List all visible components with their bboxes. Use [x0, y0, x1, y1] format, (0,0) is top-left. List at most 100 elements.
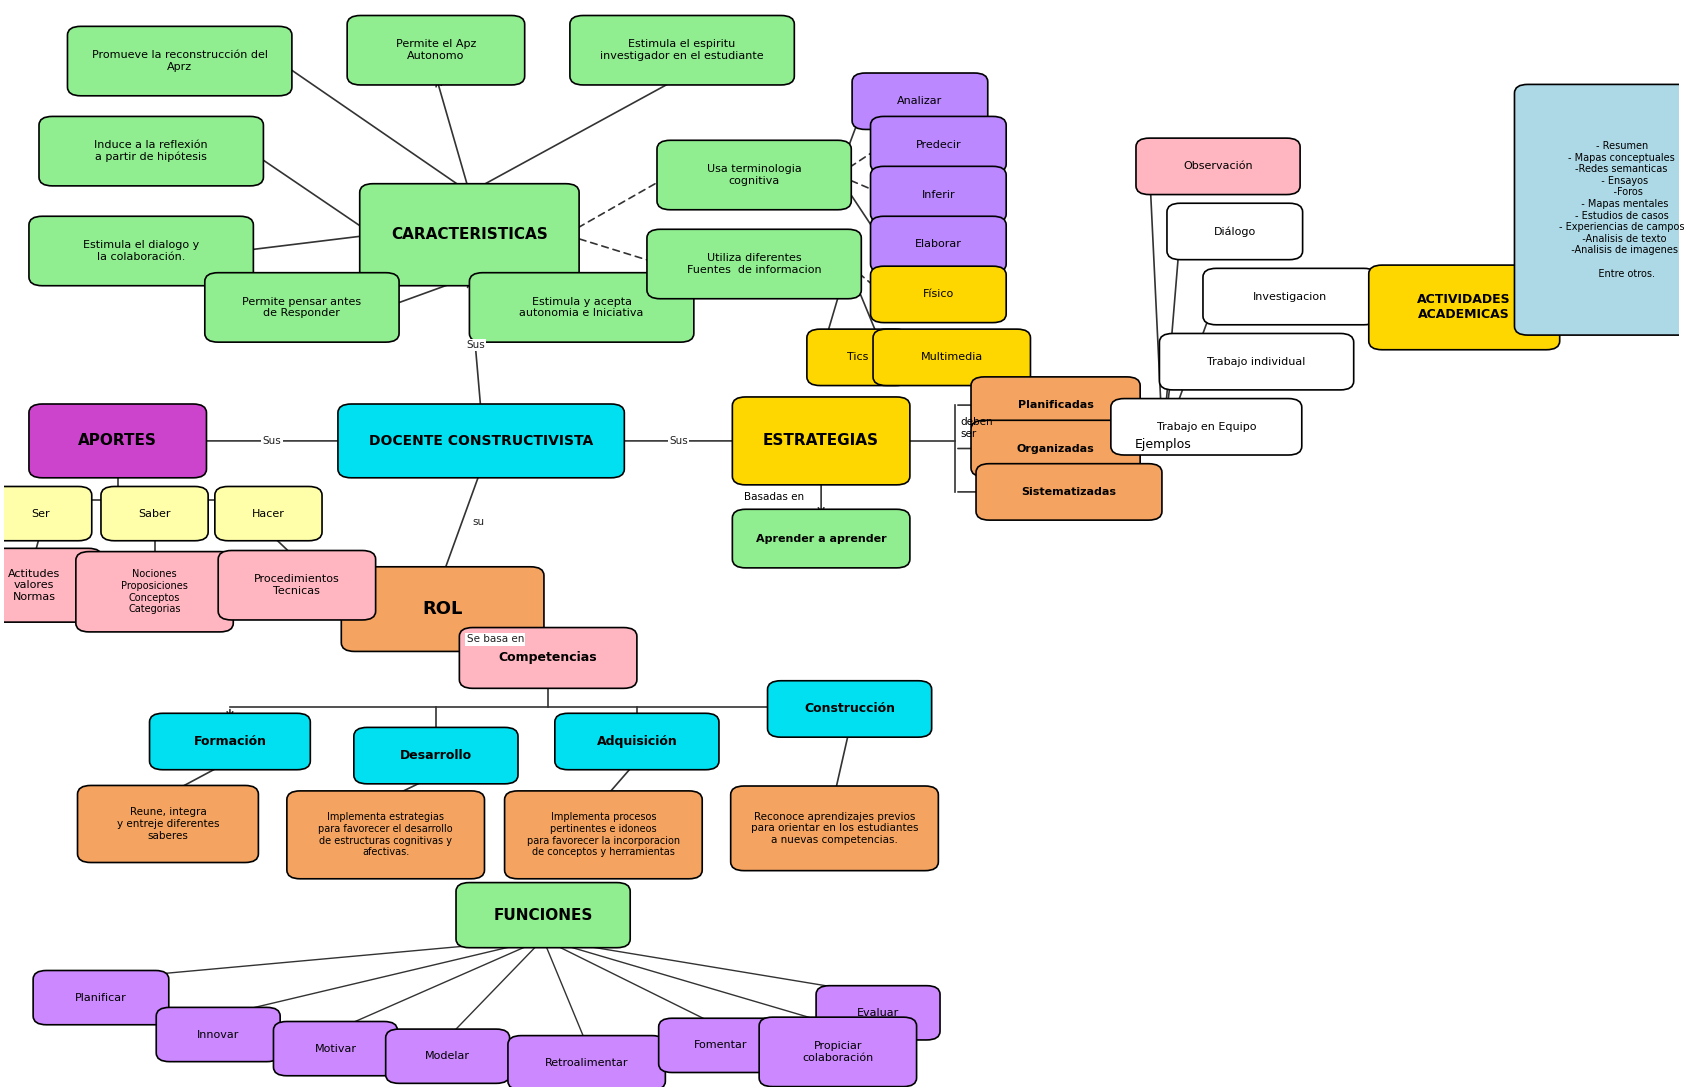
FancyBboxPatch shape — [34, 970, 168, 1025]
FancyBboxPatch shape — [78, 786, 258, 863]
Text: Organizadas: Organizadas — [1017, 444, 1095, 454]
FancyBboxPatch shape — [657, 140, 851, 210]
Text: Promueve la reconstrucción del
Aprz: Promueve la reconstrucción del Aprz — [92, 50, 268, 72]
FancyBboxPatch shape — [647, 230, 861, 299]
FancyBboxPatch shape — [976, 463, 1161, 520]
FancyBboxPatch shape — [659, 1018, 783, 1073]
Text: Planificar: Planificar — [75, 992, 127, 1003]
Text: Actitudes
valores
Normas: Actitudes valores Normas — [8, 569, 59, 602]
Text: Permite pensar antes
de Responder: Permite pensar antes de Responder — [243, 297, 362, 318]
FancyBboxPatch shape — [1202, 269, 1377, 325]
FancyBboxPatch shape — [971, 376, 1139, 433]
FancyBboxPatch shape — [205, 273, 399, 342]
FancyBboxPatch shape — [100, 486, 209, 541]
Text: Permite el Apz
Autonomo: Permite el Apz Autonomo — [396, 39, 475, 61]
FancyBboxPatch shape — [457, 882, 630, 948]
FancyBboxPatch shape — [149, 714, 311, 769]
FancyBboxPatch shape — [68, 26, 292, 96]
FancyBboxPatch shape — [1167, 203, 1302, 260]
FancyBboxPatch shape — [385, 1029, 509, 1084]
FancyBboxPatch shape — [338, 404, 625, 478]
Text: APORTES: APORTES — [78, 433, 158, 448]
Text: Físico: Físico — [922, 289, 954, 299]
FancyBboxPatch shape — [508, 1036, 666, 1088]
Text: Ejemplos: Ejemplos — [1134, 437, 1192, 450]
Text: Sus: Sus — [669, 436, 688, 446]
Text: ESTRATEGIAS: ESTRATEGIAS — [762, 433, 880, 448]
Text: Fomentar: Fomentar — [694, 1040, 747, 1050]
Text: Modelar: Modelar — [424, 1051, 470, 1061]
FancyBboxPatch shape — [0, 486, 92, 541]
FancyBboxPatch shape — [730, 786, 939, 870]
FancyBboxPatch shape — [346, 15, 525, 85]
FancyBboxPatch shape — [76, 552, 233, 632]
Text: Formación: Formación — [194, 735, 267, 749]
Text: Aprender a aprender: Aprender a aprender — [756, 533, 886, 544]
Text: Construcción: Construcción — [805, 703, 895, 716]
FancyBboxPatch shape — [0, 548, 102, 622]
Text: Propiciar
colaboración: Propiciar colaboración — [801, 1041, 873, 1063]
Text: Saber: Saber — [138, 508, 171, 519]
FancyBboxPatch shape — [216, 486, 323, 541]
Text: Predecir: Predecir — [915, 139, 961, 150]
Text: Adquisición: Adquisición — [596, 735, 678, 749]
FancyBboxPatch shape — [1136, 138, 1301, 195]
Text: CARACTERISTICAS: CARACTERISTICAS — [391, 227, 548, 243]
FancyBboxPatch shape — [1110, 398, 1302, 455]
Text: FUNCIONES: FUNCIONES — [494, 907, 593, 923]
Text: - Resumen
- Mapas conceptuales
-Redes semanticas
  - Ensayos
    -Foros
  - Mapa: - Resumen - Mapas conceptuales -Redes se… — [1559, 141, 1684, 279]
Text: Se basa en: Se basa en — [467, 634, 525, 644]
FancyBboxPatch shape — [971, 420, 1139, 477]
FancyBboxPatch shape — [871, 267, 1007, 323]
FancyBboxPatch shape — [1369, 265, 1560, 349]
Text: Basadas en: Basadas en — [744, 492, 805, 502]
FancyBboxPatch shape — [571, 15, 795, 85]
Text: Sistematizadas: Sistematizadas — [1022, 487, 1117, 497]
Text: Procedimientos
Tecnicas: Procedimientos Tecnicas — [255, 574, 340, 596]
FancyBboxPatch shape — [156, 1007, 280, 1062]
Text: Induce a la reflexión
a partir de hipótesis: Induce a la reflexión a partir de hipóte… — [95, 140, 209, 162]
Text: Usa terminologia
cognitiva: Usa terminologia cognitiva — [706, 164, 801, 186]
Text: Inferir: Inferir — [922, 189, 956, 199]
FancyBboxPatch shape — [353, 728, 518, 783]
Text: Investigacion: Investigacion — [1253, 292, 1328, 301]
FancyBboxPatch shape — [1515, 85, 1698, 335]
Text: Reune, integra
y entreje diferentes
saberes: Reune, integra y entreje diferentes sabe… — [117, 807, 219, 841]
FancyBboxPatch shape — [504, 791, 703, 879]
Text: Innovar: Innovar — [197, 1029, 239, 1039]
Text: Ser: Ser — [31, 508, 49, 519]
Text: Tics: Tics — [847, 353, 869, 362]
FancyBboxPatch shape — [39, 116, 263, 186]
FancyBboxPatch shape — [871, 116, 1007, 173]
Text: Analizar: Analizar — [897, 96, 942, 107]
FancyBboxPatch shape — [273, 1022, 397, 1076]
FancyBboxPatch shape — [807, 330, 908, 385]
Text: Estimula y acepta
autonomia e Iniciativa: Estimula y acepta autonomia e Iniciativa — [520, 297, 644, 318]
FancyBboxPatch shape — [1160, 333, 1353, 390]
FancyBboxPatch shape — [767, 681, 932, 738]
Text: ROL: ROL — [423, 601, 464, 618]
FancyBboxPatch shape — [460, 628, 637, 689]
Text: Retroalimentar: Retroalimentar — [545, 1058, 628, 1067]
FancyBboxPatch shape — [360, 184, 579, 286]
Text: Trabajo en Equipo: Trabajo en Equipo — [1156, 422, 1257, 432]
FancyBboxPatch shape — [469, 273, 694, 342]
Text: Estimula el espiritu
investigador en el estudiante: Estimula el espiritu investigador en el … — [601, 39, 764, 61]
Text: Reconoce aprendizajes previos
para orientar en los estudiantes
a nuevas competen: Reconoce aprendizajes previos para orien… — [751, 812, 919, 845]
FancyBboxPatch shape — [871, 166, 1007, 223]
FancyBboxPatch shape — [555, 714, 718, 769]
Text: Evaluar: Evaluar — [857, 1007, 900, 1017]
Text: Sus: Sus — [263, 436, 282, 446]
Text: Diálogo: Diálogo — [1214, 226, 1257, 237]
Text: Hacer: Hacer — [251, 508, 285, 519]
FancyBboxPatch shape — [341, 567, 543, 652]
FancyBboxPatch shape — [732, 509, 910, 568]
Text: su: su — [472, 517, 484, 528]
Text: Trabajo individual: Trabajo individual — [1207, 357, 1306, 367]
FancyBboxPatch shape — [219, 551, 375, 620]
Text: Multimedia: Multimedia — [920, 353, 983, 362]
Text: Implementa procesos
pertinentes e idoneos
para favorecer la incorporacion
de con: Implementa procesos pertinentes e idoneo… — [526, 813, 679, 857]
FancyBboxPatch shape — [817, 986, 941, 1040]
FancyBboxPatch shape — [29, 404, 207, 478]
Text: Elaborar: Elaborar — [915, 239, 961, 249]
